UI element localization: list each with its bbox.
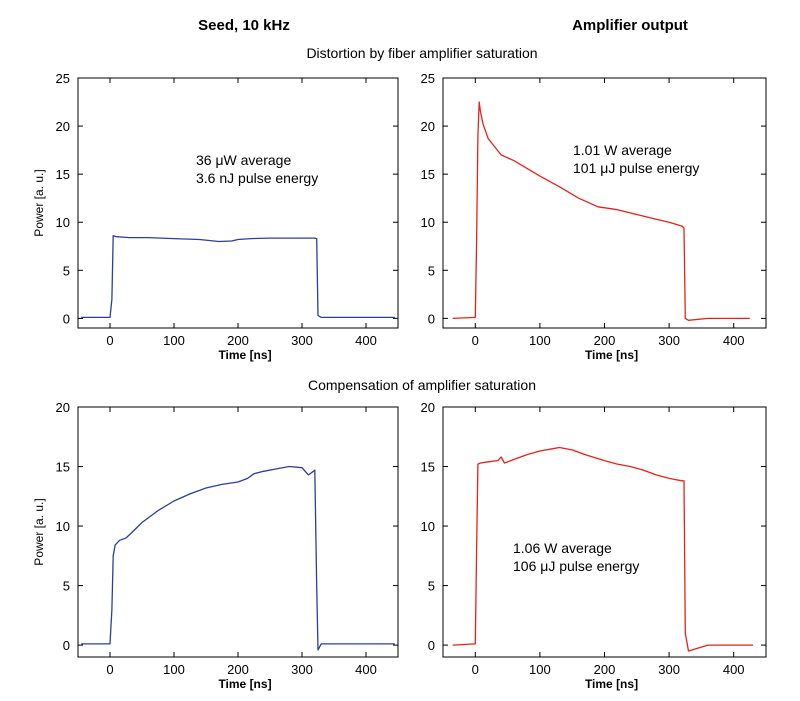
x-axis-label: Time [ns] bbox=[585, 348, 638, 362]
annotation-line-2: 106 μJ pulse energy bbox=[513, 558, 639, 574]
y-tick-label: 15 bbox=[56, 167, 70, 182]
series-line-1 bbox=[81, 465, 395, 651]
y-tick-label: 5 bbox=[63, 263, 70, 278]
row2-title: Compensation of amplifier saturation bbox=[308, 377, 536, 393]
x-axis-label: Time [ns] bbox=[218, 348, 271, 362]
x-tick-label: 100 bbox=[529, 662, 551, 677]
y-tick-label: 20 bbox=[421, 400, 435, 415]
annotation-line-2: 101 μJ pulse energy bbox=[573, 160, 699, 176]
plot-frame bbox=[77, 77, 399, 329]
chart-panel-3: 0 100 200 300 400 0 5 10 15 20 Time [ns] Power [a. … bbox=[32, 400, 399, 691]
y-axis-label: Power [a. u.] bbox=[32, 498, 46, 565]
x-tick-label: 200 bbox=[594, 333, 616, 348]
x-tick-label: 200 bbox=[227, 662, 249, 677]
x-tick-label: 300 bbox=[658, 333, 680, 348]
y-tick-label: 10 bbox=[56, 519, 70, 534]
y-tick-label: 15 bbox=[421, 460, 435, 475]
x-tick-label: 0 bbox=[106, 662, 113, 677]
y-tick-label: 10 bbox=[421, 519, 435, 534]
x-tick-label: 100 bbox=[163, 333, 185, 348]
x-tick-label: 200 bbox=[594, 662, 616, 677]
plot-frame bbox=[442, 77, 767, 329]
y-tick-label: 10 bbox=[56, 215, 70, 230]
right-column-title: Amplifier output bbox=[572, 17, 688, 34]
x-tick-label: 100 bbox=[529, 333, 551, 348]
annotation-line-2: 3.6 nJ pulse energy bbox=[196, 170, 318, 186]
x-tick-label: 400 bbox=[355, 333, 377, 348]
x-axis-label: Time [ns] bbox=[585, 677, 638, 691]
y-tick-label: 0 bbox=[428, 638, 435, 653]
plot-frame bbox=[442, 406, 767, 658]
y-tick-label: 25 bbox=[56, 71, 70, 86]
chart-panel-4: 0 100 200 300 400 0 5 10 15 20 Time [ns] 1.06 W ave… bbox=[421, 400, 767, 691]
x-tick-label: 0 bbox=[472, 333, 479, 348]
series-line-1 bbox=[81, 235, 395, 319]
y-tick-label: 0 bbox=[428, 311, 435, 326]
x-tick-label: 400 bbox=[355, 662, 377, 677]
chart-panel-1: 0 100 200 300 400 0 5 10 15 20 25 Time [ns] Power [a… bbox=[32, 71, 399, 362]
x-tick-label: 300 bbox=[658, 662, 680, 677]
y-tick-label: 15 bbox=[421, 167, 435, 182]
y-tick-label: 10 bbox=[421, 215, 435, 230]
left-column-title: Seed, 10 kHz bbox=[198, 17, 290, 34]
y-tick-label: 5 bbox=[63, 579, 70, 594]
x-tick-label: 0 bbox=[106, 333, 113, 348]
x-tick-label: 400 bbox=[723, 333, 745, 348]
row1-title: Distortion by fiber amplifier saturation bbox=[306, 45, 537, 61]
annotation-line-1: 1.01 W average bbox=[573, 142, 672, 158]
x-tick-label: 300 bbox=[291, 662, 313, 677]
y-tick-label: 20 bbox=[56, 119, 70, 134]
x-axis-label: Time [ns] bbox=[218, 677, 271, 691]
y-tick-label: 20 bbox=[56, 400, 70, 415]
y-tick-label: 20 bbox=[421, 119, 435, 134]
annotation-line-1: 36 μW average bbox=[196, 152, 291, 168]
x-tick-label: 200 bbox=[227, 333, 249, 348]
plot-frame bbox=[77, 406, 399, 658]
y-tick-label: 5 bbox=[428, 263, 435, 278]
x-tick-label: 400 bbox=[723, 662, 745, 677]
y-tick-label: 0 bbox=[63, 311, 70, 326]
series-line-1 bbox=[452, 446, 754, 652]
y-axis-label: Power [a. u.] bbox=[32, 169, 46, 236]
y-tick-label: 15 bbox=[56, 460, 70, 475]
x-tick-label: 0 bbox=[472, 662, 479, 677]
x-tick-label: 100 bbox=[163, 662, 185, 677]
y-tick-label: 0 bbox=[63, 638, 70, 653]
y-tick-label: 5 bbox=[428, 579, 435, 594]
x-tick-label: 300 bbox=[291, 333, 313, 348]
series-line-1 bbox=[452, 101, 750, 321]
annotation-line-1: 1.06 W average bbox=[513, 540, 612, 556]
y-tick-label: 25 bbox=[421, 71, 435, 86]
chart-panel-2: 0 100 200 300 400 0 5 10 15 20 25 Time [ns] 1.01 W a… bbox=[421, 71, 767, 362]
